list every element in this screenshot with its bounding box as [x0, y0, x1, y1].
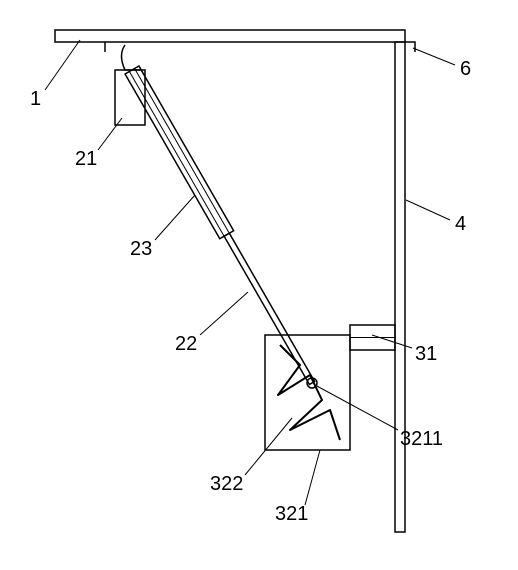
- leader-3211: [315, 385, 398, 430]
- label-22: 22: [175, 333, 197, 355]
- rod-outer-inner-line-a: [129, 71, 224, 236]
- label-4: 4: [455, 213, 466, 235]
- leader-4: [406, 200, 450, 220]
- leader-31: [372, 335, 412, 348]
- label-31: 31: [415, 343, 437, 365]
- schematic-diagram: 1 6 21 23 4 22 31 3211 322 321: [0, 0, 518, 570]
- label-23: 23: [130, 238, 152, 260]
- bracket-top-right: [405, 42, 415, 52]
- leader-321: [305, 450, 320, 505]
- label-3211: 3211: [400, 428, 443, 450]
- leader-1: [45, 40, 80, 90]
- leader-23: [155, 195, 195, 240]
- label-322: 322: [210, 473, 243, 495]
- vertical-bar: [395, 42, 405, 532]
- rod-inner-22: [224, 233, 314, 384]
- rod-outer-inner-line-b: [135, 69, 230, 234]
- top-bar: [55, 30, 405, 42]
- leader-21: [98, 118, 122, 150]
- label-321: 321: [275, 503, 308, 525]
- leader-6: [413, 48, 455, 65]
- slot-path-322: [278, 345, 340, 440]
- leader-22: [200, 292, 248, 335]
- leader-322: [245, 418, 292, 475]
- label-21: 21: [75, 148, 97, 170]
- label-1: 1: [30, 88, 41, 110]
- label-6: 6: [460, 58, 471, 80]
